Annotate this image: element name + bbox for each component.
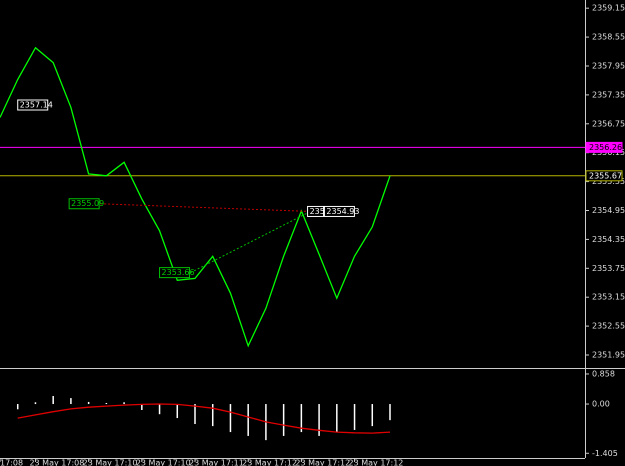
trade-link (100, 203, 311, 212)
y-tick-label: 0.858 (592, 369, 615, 378)
histogram-bar (34, 402, 37, 405)
y-tick-label: 2358.55 (592, 33, 625, 42)
histogram-bar (229, 404, 232, 433)
x-tick-label: 23 May 17:12 (242, 459, 297, 466)
histogram-bar (300, 404, 303, 433)
price-level-label: 2355.67 (589, 171, 622, 180)
trade-tag (159, 267, 191, 279)
histogram-bar (336, 404, 338, 433)
x-tick-label: 23 May 17:12 (295, 459, 350, 466)
y-tick-label: 2357.35 (592, 90, 625, 99)
y-tick-label: -1.405 (592, 449, 618, 458)
trade-tag (323, 205, 355, 217)
price-level-tag (585, 170, 623, 182)
y-tick-label: 2352.55 (592, 322, 625, 331)
trade-tag (307, 205, 325, 217)
y-tick-label: 0.00 (592, 400, 610, 409)
trade-tag (17, 99, 49, 111)
x-tick-label: 23 May 17:11 (189, 459, 244, 466)
histogram-bar (318, 404, 320, 436)
y-tick-label: 2354.95 (592, 206, 625, 215)
histogram-bar (211, 404, 214, 427)
histogram-bar (247, 404, 249, 436)
x-tick-label: 23 May 17:10 (136, 459, 191, 466)
histogram-bar (194, 404, 196, 425)
y-tick-label: 2353.75 (592, 264, 625, 273)
trade-label: 2354.93 (326, 207, 359, 216)
x-tick-label: 17:08 (0, 459, 23, 466)
trade-label: 2357.14 (20, 101, 53, 110)
histogram-bar (16, 404, 19, 410)
histogram-bar (123, 402, 125, 405)
signal-line (17, 403, 391, 434)
y-tick-label: 2357.95 (592, 61, 625, 70)
histogram-bar (87, 401, 90, 405)
histogram-bar (52, 395, 54, 405)
trade-label: 2354 (310, 207, 330, 216)
x-tick-label: 23 May 17:08 (29, 459, 84, 466)
histogram-bar (176, 404, 179, 419)
y-tick-label: 2359.15 (592, 4, 625, 13)
y-tick-label: 2356.75 (592, 119, 625, 128)
trade-tag (68, 198, 100, 210)
trade-label: 2353.66 (162, 268, 195, 277)
price-level-label: 2356.26 (589, 143, 622, 152)
trade-label: 2355.09 (71, 199, 104, 208)
y-tick-label: 2353.15 (592, 293, 625, 302)
y-tick-label: 2355.55 (592, 177, 625, 186)
histogram-bar (141, 404, 143, 410)
x-tick-label: 23 May 17:10 (83, 459, 138, 466)
histogram-bar (389, 404, 391, 421)
histogram-bar (371, 404, 374, 427)
y-tick-label: 2351.95 (592, 350, 625, 359)
histogram-bar (158, 404, 161, 415)
trade-link (190, 211, 311, 274)
y-tick-label: 2354.35 (592, 235, 625, 244)
histogram-bar (70, 398, 72, 405)
price-line (0, 46, 391, 348)
x-tick-label: 23 May 17:12 (349, 459, 404, 466)
histogram-bar (282, 404, 285, 436)
price-level-tag (585, 141, 623, 153)
histogram-bar (353, 404, 356, 430)
histogram-bar (105, 402, 108, 405)
